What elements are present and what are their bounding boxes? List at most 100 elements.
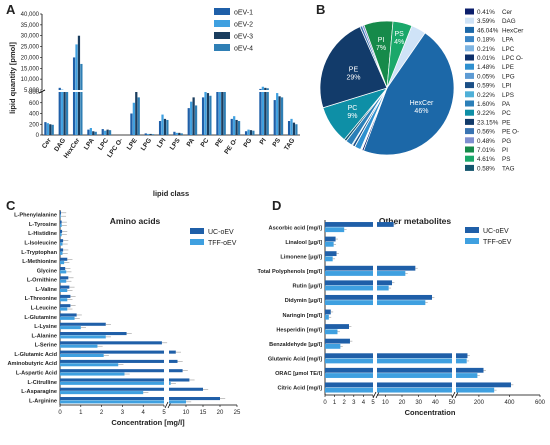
b-legend-percent: 46.04% <box>477 27 499 34</box>
a-bar-lpe-oev-4 <box>137 97 140 135</box>
c-legend-swatch <box>190 239 204 245</box>
b-legend-swatch <box>465 36 474 43</box>
b-legend-percent: 1.48% <box>477 64 495 71</box>
d-x-tick-label: 1 <box>333 400 337 406</box>
a-bar-upper-pi-oev-4 <box>266 88 269 90</box>
c-bar-l-asparagine-tff-oev <box>60 391 144 395</box>
d-x-tick-label: 600 <box>535 400 546 406</box>
d-bar-glutamic-acid-mg-l-tff-oev <box>377 358 452 364</box>
c-bar-l-phenylalanine-tff-oev <box>60 214 61 218</box>
c-category-label: L-Aspartic Acid <box>16 371 58 377</box>
a-y-tick-label: 15,000 <box>21 66 40 72</box>
c-category-label: L-Serine <box>35 343 57 349</box>
a-bar-hexcer-oev-1 <box>72 92 76 135</box>
c-category-label: Aminobutyric Acid <box>7 361 57 367</box>
c-bar-aminobutyric-acid-tff-oev <box>60 363 119 367</box>
c-x-tick-label: 10 <box>183 410 190 416</box>
a-bar-lpe-oev-2 <box>132 102 135 135</box>
c-bar-l-citrulline-tff-oev <box>169 381 171 385</box>
panel-d: D Other metabolites 0 1 2 3 4 5 10 20 30 40 50 200 40… <box>257 198 545 417</box>
a-bar-dag-oev-1 <box>58 92 61 135</box>
b-legend-swatch <box>465 137 474 144</box>
a-category-label: PE <box>214 137 225 149</box>
c-x-tick-label: 20 <box>217 410 224 416</box>
d-x-tick-label: 50 <box>449 400 456 406</box>
a-bar-pg-oev-4 <box>252 130 255 135</box>
a-category-label: TAG <box>283 137 296 152</box>
a-bar-lpa-oev-4 <box>94 131 97 135</box>
b-legend-swatch <box>465 82 474 89</box>
panel-a-letter: A <box>6 2 16 17</box>
a-legend-label: oEV-2 <box>234 22 253 29</box>
d-x-tick-label: 30 <box>415 400 422 406</box>
b-legend-swatch <box>465 45 474 52</box>
c-bar-l-glutamic-acid-uc-oev <box>169 350 176 354</box>
d-bar-linalool-g-l-uc-oev <box>325 236 336 242</box>
d-break-mark <box>454 391 459 399</box>
a-x-axis-title: lipid class <box>153 189 189 198</box>
a-bar-pi-oev-2 <box>261 92 264 135</box>
c-category-label: L-Citrulline <box>27 380 57 386</box>
b-legend-label: LPG <box>502 73 515 80</box>
b-legend-percent: 0.01% <box>477 55 495 62</box>
a-legend-swatch <box>214 20 230 27</box>
d-category-label: Rutin [μg/l] <box>292 284 322 290</box>
a-bar-cer-oev-1 <box>44 122 47 135</box>
c-bar-l-leucine-uc-oev <box>60 304 71 308</box>
c-bar-l-threonine-uc-oev <box>60 294 71 298</box>
b-legend-percent: 0.58% <box>477 165 495 172</box>
c-bar-l-arginine-uc-oev <box>60 397 164 401</box>
a-category-label: Cer <box>41 137 53 150</box>
b-slice-percent: 7% <box>376 45 386 52</box>
a-bar-lpc-oev-1 <box>101 129 104 135</box>
d-bar-glutamic-acid-mg-l-uc-oev <box>456 353 468 359</box>
a-bar-upper-hexcer-oev-4 <box>80 63 83 90</box>
c-bar-l-citrulline-uc-oev <box>60 378 164 382</box>
c-legend-label: UC-oEV <box>208 229 234 236</box>
d-bar-orac-mol-te-l-tff-oev <box>456 373 478 378</box>
b-slice-percent: 29% <box>346 75 360 82</box>
d-x-tick-label: 2 <box>343 400 347 406</box>
a-bar-upper-pi-oev-3 <box>264 87 267 90</box>
d-bar-naringin-mg-l-uc-oev <box>325 309 331 315</box>
d-break-mark <box>372 391 377 399</box>
d-bar-limonene-g-l-uc-oev <box>325 251 337 257</box>
a-y-tick-label: 0 <box>36 133 40 139</box>
c-bar-l-serine-tff-oev <box>60 344 98 348</box>
a-category-label: PE O- <box>223 137 239 156</box>
c-category-label: L-Ornithine <box>27 278 57 284</box>
b-legend-percent: 0.21% <box>477 46 495 53</box>
d-bar-total-polyphenols-mg-l-tff-oev <box>325 271 373 276</box>
d-category-label: Citric Acid [mg/l] <box>277 386 322 392</box>
d-bar-total-polyphenols-mg-l-tff-oev <box>377 271 406 276</box>
c-bar-l-ornithine-uc-oev <box>60 276 69 280</box>
d-bar-didymin-g-l-uc-oev <box>325 294 373 300</box>
d-bar-ascorbic-acid-mg-l-uc-oev <box>325 222 373 227</box>
d-bar-glutamic-acid-mg-l-uc-oev <box>325 353 373 359</box>
a-bar-pe-o-oev-1 <box>230 118 233 135</box>
b-legend-label: PG <box>502 138 511 145</box>
d-bar-didymin-g-l-uc-oev <box>377 294 432 300</box>
d-x-tick-label: 20 <box>399 400 406 406</box>
a-bar-pe-oev-2 <box>218 92 221 135</box>
c-x-tick-label: 4 <box>142 410 146 416</box>
b-legend-label: TAG <box>502 165 515 172</box>
a-bar-pi-oev-4 <box>266 92 269 135</box>
c-bar-l-isoleucine-uc-oev <box>60 239 64 243</box>
a-bar-dag-oev-2 <box>61 92 64 135</box>
a-bar-cer-oev-2 <box>46 123 49 135</box>
a-category-label: LPC <box>97 137 110 152</box>
c-break-mark <box>164 401 169 409</box>
d-bar-total-polyphenols-mg-l-uc-oev <box>377 265 416 271</box>
a-y-axis-title: lipid quantity [pmol] <box>8 42 17 114</box>
a-bar-upper-pi-oev-2 <box>261 86 264 90</box>
c-category-label: L-Isoleucine <box>24 241 57 247</box>
a-bar-ps-oev-1 <box>273 100 276 135</box>
d-bar-ascorbic-acid-mg-l-tff-oev <box>325 227 345 233</box>
c-title: Amino acids <box>110 216 161 226</box>
a-y-tick-label: 20,000 <box>21 55 40 61</box>
a-y-tick-label: 200 <box>29 122 40 128</box>
a-bar-tag-oev-2 <box>290 118 293 135</box>
d-legend-swatch <box>465 227 479 233</box>
